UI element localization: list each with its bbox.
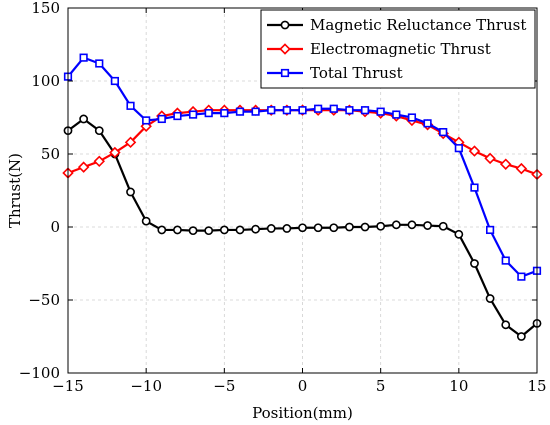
data-point <box>516 332 526 341</box>
data-point <box>204 226 214 236</box>
data-point <box>173 225 182 235</box>
data-point <box>141 216 151 226</box>
legend-item: Total Thrust <box>267 64 403 82</box>
y-tick-label: −50 <box>28 291 60 309</box>
legend-box <box>260 9 536 89</box>
series-total-thrust <box>63 53 542 281</box>
data-point <box>79 114 89 124</box>
x-tick-label: −5 <box>213 377 235 395</box>
data-point <box>501 256 510 265</box>
data-point <box>329 223 339 233</box>
data-point <box>235 107 245 116</box>
legend-label: Total Thrust <box>310 64 403 82</box>
data-point <box>376 221 386 231</box>
data-point <box>124 136 137 149</box>
data-point <box>485 294 495 303</box>
data-point <box>251 224 260 234</box>
data-point <box>93 155 105 168</box>
data-point <box>313 223 323 233</box>
data-point <box>298 106 307 115</box>
data-point <box>468 145 481 157</box>
data-point <box>267 106 276 115</box>
data-point <box>157 225 167 235</box>
data-point <box>484 152 496 165</box>
data-point <box>391 220 401 230</box>
data-point <box>454 144 463 153</box>
data-point <box>485 225 495 235</box>
data-point <box>344 222 354 232</box>
data-point <box>79 53 88 62</box>
data-point <box>392 110 401 119</box>
data-point <box>282 224 292 233</box>
data-point <box>360 222 370 232</box>
data-point <box>188 226 198 236</box>
data-point <box>470 259 479 268</box>
data-point <box>173 111 182 121</box>
x-axis-label: Position(mm) <box>252 404 353 422</box>
x-tick-label: −15 <box>52 377 84 395</box>
data-point <box>438 221 448 231</box>
data-point <box>77 161 90 173</box>
data-point <box>500 158 512 170</box>
data-point <box>220 109 229 118</box>
data-point <box>423 119 432 128</box>
legend-label: Magnetic Reluctance Thrust <box>310 16 526 34</box>
data-point <box>251 107 260 116</box>
data-point <box>204 109 213 118</box>
y-tick-label: 100 <box>31 72 60 90</box>
x-tick-label: 5 <box>376 377 386 395</box>
data-point <box>314 104 323 113</box>
data-point <box>470 183 479 192</box>
legend: Magnetic Reluctance Thrust Electromagneti… <box>260 9 536 89</box>
x-tick-label: 10 <box>449 377 468 395</box>
data-point <box>515 162 528 175</box>
data-point <box>329 104 338 113</box>
data-point <box>109 146 121 159</box>
data-point <box>501 320 511 330</box>
x-tick-label: 0 <box>298 377 308 395</box>
data-point <box>454 229 464 239</box>
data-point <box>376 107 385 116</box>
data-point <box>110 76 119 86</box>
x-tick-label: 15 <box>527 377 546 395</box>
data-point <box>266 224 276 233</box>
x-tick-label: −10 <box>130 377 162 395</box>
legend-marker <box>280 68 290 78</box>
data-point <box>95 59 104 68</box>
y-tick-label: 50 <box>41 145 60 163</box>
data-point <box>298 223 307 233</box>
data-point <box>407 220 417 230</box>
data-point <box>94 126 104 136</box>
data-point <box>219 225 229 235</box>
y-tick-label: −100 <box>19 364 60 382</box>
legend-marker <box>279 43 291 55</box>
data-point <box>157 114 166 124</box>
legend-item: Electromagnetic Thrust <box>267 40 491 58</box>
data-point <box>517 272 526 281</box>
data-point <box>423 221 432 230</box>
data-point <box>439 128 448 137</box>
data-point <box>142 116 151 125</box>
series-layer <box>62 53 543 341</box>
y-tick-label: 0 <box>50 218 60 236</box>
legend-item: Magnetic Reluctance Thrust <box>267 16 526 34</box>
data-point <box>282 106 291 115</box>
data-point <box>188 110 198 119</box>
y-tick-label: 150 <box>31 0 60 17</box>
data-point <box>360 106 370 115</box>
data-point <box>126 187 135 197</box>
data-point <box>235 225 245 235</box>
y-axis-label: Thrust(N) <box>6 153 24 228</box>
legend-label: Electromagnetic Thrust <box>310 40 491 58</box>
legend-marker <box>280 20 290 30</box>
data-point <box>126 101 135 110</box>
data-point <box>407 113 417 122</box>
data-point <box>345 106 354 115</box>
